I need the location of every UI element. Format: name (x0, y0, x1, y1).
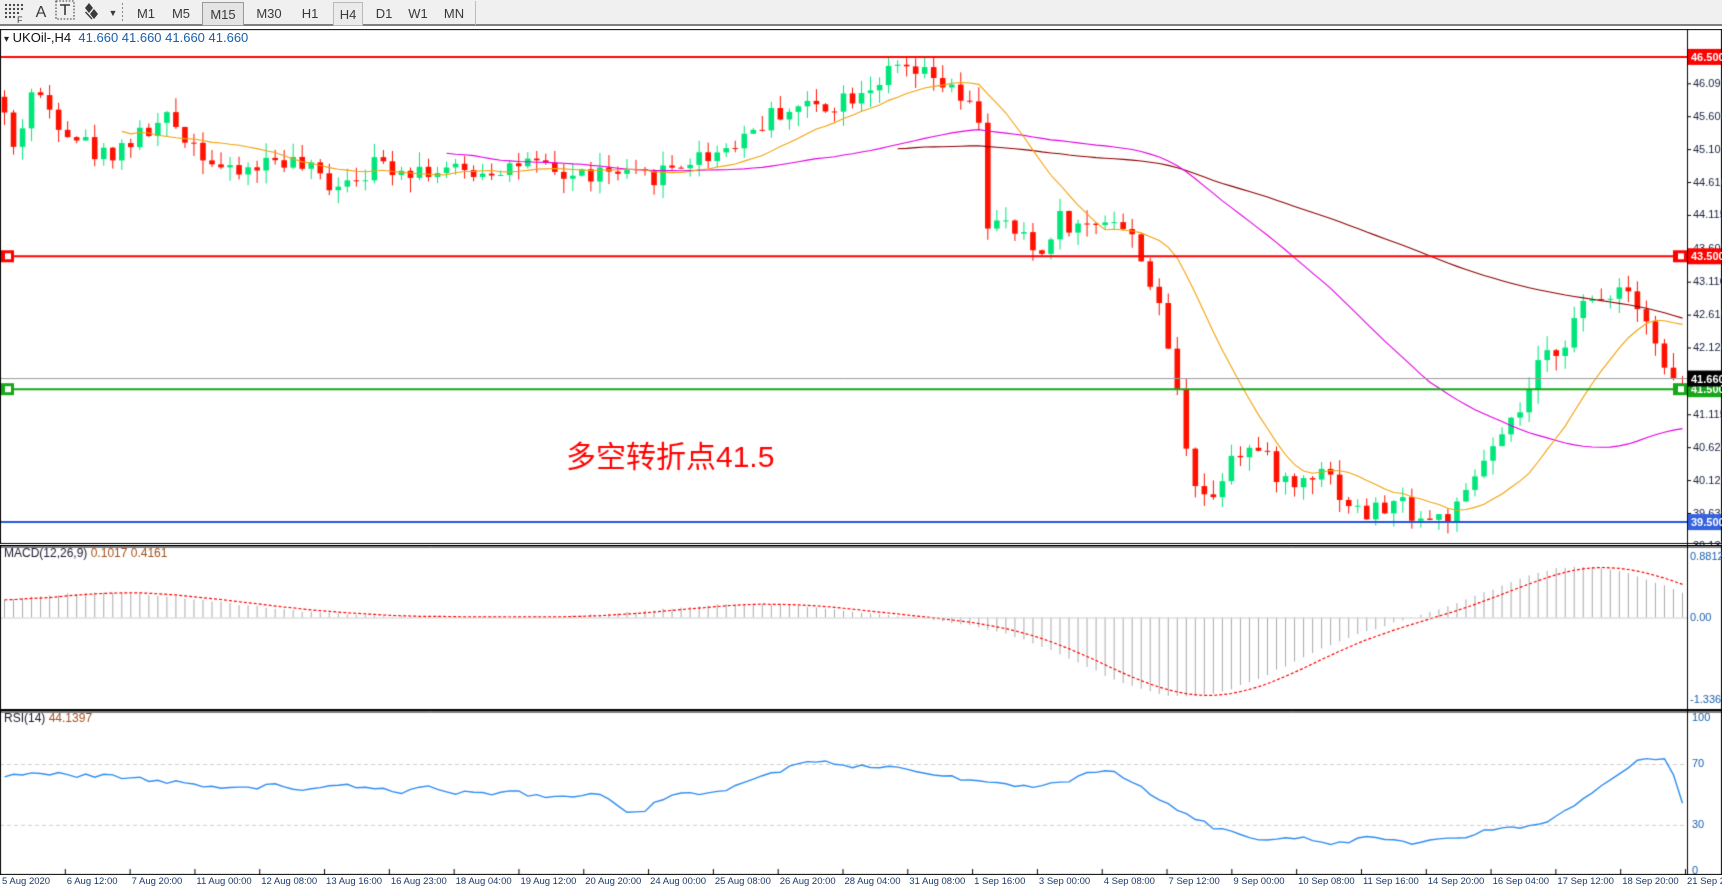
svg-text:F: F (17, 15, 23, 25)
